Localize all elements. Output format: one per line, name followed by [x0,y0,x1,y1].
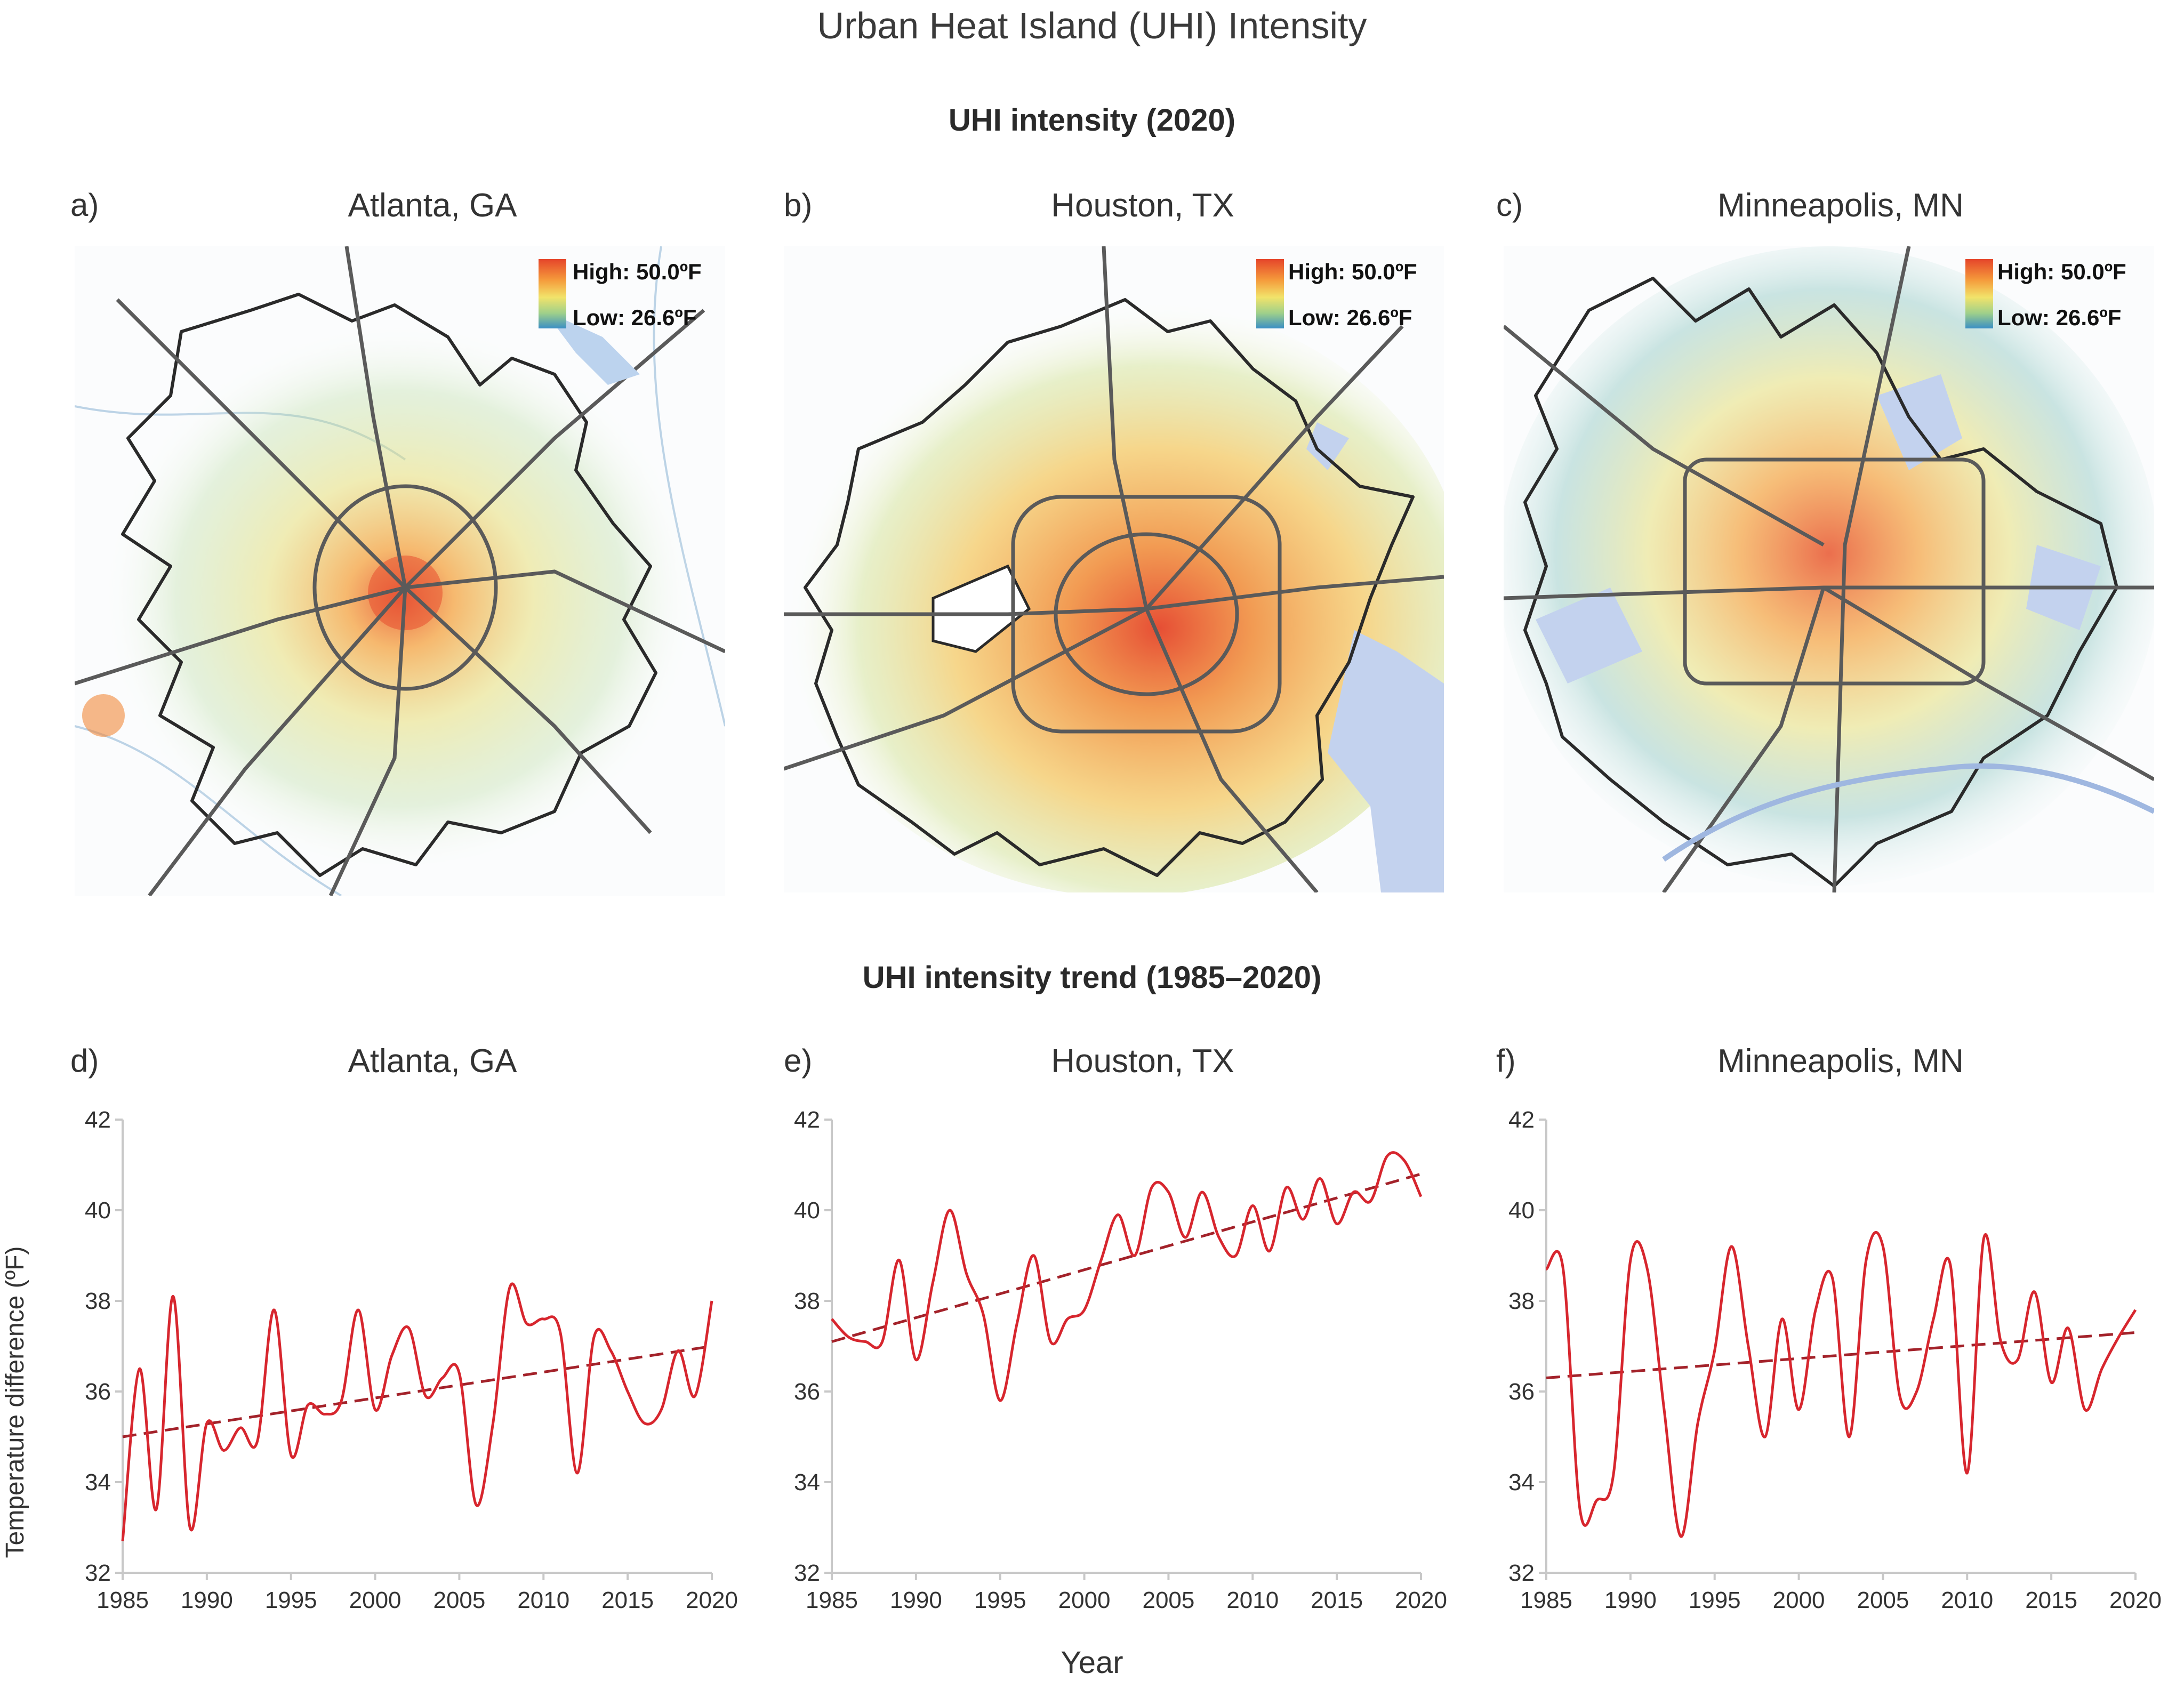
trend-line [831,1172,1422,1343]
y-tick-label: 32 [85,1560,111,1586]
y-tick-label: 34 [85,1469,111,1495]
heat-region [1504,246,2154,886]
y-tick-label: 42 [85,1107,111,1133]
legend-colorbar-b [1256,259,1284,328]
x-tick-label: 1995 [265,1587,317,1613]
series-line [1545,1231,2137,1538]
y-axis-label: Temperature difference (ºF) [1,1246,29,1558]
city-boundary [804,298,1415,877]
legend-colorbar-c [1965,259,1993,328]
x-tick-label: 2005 [433,1587,485,1613]
y-tick-label: 40 [1508,1197,1535,1224]
x-tick-label: 1985 [97,1587,149,1613]
panel-letter-b: b) [784,187,813,223]
trend-charts: Temperature difference (ºF) 32 34 36 38 40 42… [1,1107,2162,1613]
y-tick-label: 38 [1508,1288,1535,1314]
x-tick-label: 1990 [181,1587,233,1613]
city-boundary [121,293,657,877]
panel-letter-d: d) [70,1043,99,1079]
x-tick-label: 1990 [1604,1587,1657,1613]
legend-high-a: High: 50.0ºF [573,259,702,284]
legend-low-b: Low: 26.6ºF [1288,305,1412,330]
x-tick-label: 2005 [1857,1587,1909,1613]
x-tick-label: 2000 [349,1587,402,1613]
y-tick-label: 36 [794,1379,820,1405]
panel-letter-e: e) [784,1043,813,1079]
x-tick-label: 2010 [1941,1587,1993,1613]
chart-2: 32 34 36 38 40 42 1985 1990 1995 2000 2005 2010 2015… [794,1107,1447,1613]
x-tick-label: 2010 [517,1587,569,1613]
chart-title-atlanta: Atlanta, GA [348,1043,517,1080]
y-tick-label: 40 [85,1197,111,1224]
y-tick-label: 42 [794,1107,820,1133]
heat-region [784,300,1444,892]
x-tick-label: 1990 [890,1587,942,1613]
map-title-minneapolis: Minneapolis, MN [1717,187,1964,224]
map-title-houston: Houston, TX [1051,187,1234,224]
y-tick-label: 34 [1508,1469,1535,1495]
chart-title-houston: Houston, TX [1051,1043,1234,1080]
trends-section-title: UHI intensity trend (1985–2020) [862,960,1322,995]
panel-letter-c: c) [1496,187,1523,223]
chart-3: 32 34 36 38 40 42 1985 1990 1995 2000 2005 2010 2015… [1508,1107,2162,1613]
maps-section-title: UHI intensity (2020) [948,103,1236,138]
x-tick-label: 2000 [1773,1587,1825,1613]
map-houston-image [784,246,1444,892]
figure-title: Urban Heat Island (UHI) Intensity [817,5,1367,46]
x-tick-label: 2015 [2025,1587,2077,1613]
x-tick-label: 1995 [1689,1587,1741,1613]
legend-high-c: High: 50.0ºF [1997,259,2126,284]
y-tick-label: 38 [85,1288,111,1314]
map-atlanta: High: 50.0ºF Low: 26.6ºF [75,246,725,896]
series-line [831,1151,1423,1402]
x-tick-label: 2015 [1311,1587,1363,1613]
x-tick-label: 2005 [1142,1587,1194,1613]
x-tick-label: 2010 [1226,1587,1279,1613]
x-axis-label: Year [1061,1645,1123,1680]
map-minneapolis-image [1504,246,2154,892]
y-tick-label: 32 [794,1560,820,1586]
chart-title-minneapolis: Minneapolis, MN [1717,1043,1964,1080]
x-tick-label: 2020 [686,1587,738,1613]
x-tick-label: 2000 [1058,1587,1111,1613]
x-tick-label: 2015 [601,1587,654,1613]
map-title-atlanta: Atlanta, GA [348,187,517,224]
y-tick-label: 36 [1508,1379,1535,1405]
x-tick-label: 1985 [806,1587,858,1613]
panel-letter-a: a) [70,187,99,223]
y-tick-label: 32 [1508,1560,1535,1586]
series-line [121,1282,713,1541]
legend-high-b: High: 50.0ºF [1288,259,1417,284]
city-boundary [1523,277,2118,888]
chart-1: 32 34 36 38 40 42 1985 1990 1995 2000 2005 2010 2015… [85,1107,738,1613]
map-houston: High: 50.0ºF Low: 26.6ºF [784,246,1444,892]
y-tick-label: 36 [85,1379,111,1405]
map-atlanta-image [75,246,725,896]
x-tick-label: 2020 [1395,1587,1447,1613]
legend-low-a: Low: 26.6ºF [573,305,697,330]
x-tick-label: 1985 [1520,1587,1572,1613]
y-tick-label: 40 [794,1197,820,1224]
y-tick-label: 34 [794,1469,820,1495]
panel-letter-f: f) [1496,1043,1516,1079]
trend-line [1546,1331,2136,1379]
x-tick-label: 1995 [974,1587,1026,1613]
y-tick-label: 38 [794,1288,820,1314]
legend-colorbar-a [539,259,566,328]
map-minneapolis: High: 50.0ºF Low: 26.6ºF [1504,246,2154,892]
x-tick-label: 2020 [2109,1587,2162,1613]
legend-low-c: Low: 26.6ºF [1997,305,2122,330]
trend-line [122,1345,712,1438]
y-tick-label: 42 [1508,1107,1535,1133]
